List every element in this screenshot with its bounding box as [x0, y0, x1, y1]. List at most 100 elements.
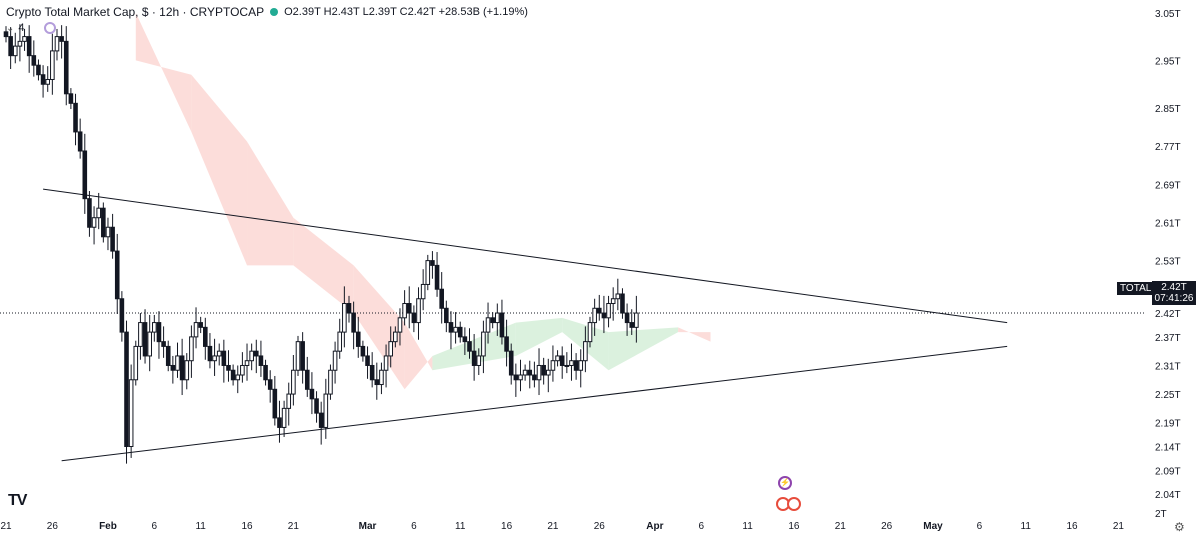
candle-body — [346, 303, 352, 314]
candle-body — [263, 364, 268, 381]
x-tick-label: 21 — [1113, 521, 1125, 532]
x-tick-label: 16 — [1066, 521, 1078, 532]
candle-body — [165, 345, 171, 366]
candle-body — [184, 360, 190, 381]
cloud-segment — [608, 327, 679, 371]
candle-body — [230, 369, 236, 381]
y-tick-label: 2.61T — [1155, 218, 1181, 229]
candle-body — [277, 417, 282, 428]
candle-body — [513, 374, 519, 381]
candle-body — [286, 393, 292, 409]
candle-body — [337, 331, 343, 352]
candle-body — [495, 312, 500, 324]
ohlc-readout: O2.39T H2.43T L2.39T C2.42T +28.53B (+1.… — [284, 6, 528, 18]
candle-body — [68, 93, 74, 104]
candle-body — [379, 369, 384, 386]
candle-body — [573, 360, 579, 371]
candle-body — [416, 298, 421, 324]
candle-body — [318, 412, 324, 428]
x-tick-label: 21 — [288, 521, 300, 532]
candle-body — [249, 350, 254, 362]
candle-body — [3, 31, 9, 38]
ichimoku-cloud — [135, 12, 711, 390]
candle-body — [536, 364, 542, 381]
candle-body — [620, 293, 625, 314]
candle-body — [527, 369, 533, 376]
candle-body — [369, 364, 375, 381]
y-tick-label: 2.04T — [1155, 490, 1181, 501]
x-tick-label: 6 — [698, 521, 704, 532]
candlesticks — [3, 24, 639, 464]
cloud-segment — [353, 265, 405, 390]
candle-body — [179, 355, 185, 381]
y-tick-label: 2.25T — [1155, 390, 1181, 401]
candle-body — [110, 226, 115, 252]
candle-body — [221, 350, 227, 366]
candle-body — [17, 40, 23, 47]
candle-body — [309, 388, 315, 400]
candle-body — [569, 360, 574, 366]
tradingview-logo[interactable]: TV — [8, 492, 27, 509]
y-tick-label: 2.14T — [1155, 443, 1181, 454]
candle-body — [253, 350, 259, 357]
candle-body — [453, 326, 458, 333]
candle-body — [147, 331, 152, 357]
candle-body — [624, 312, 630, 324]
candle-body — [332, 350, 338, 371]
lightning-event-icon[interactable]: ⚡ — [778, 476, 792, 490]
candle-body — [189, 336, 194, 362]
candle-body — [518, 374, 523, 381]
cloud-segment — [247, 141, 294, 266]
x-tick-label: May — [923, 521, 943, 532]
y-tick-label: 2.77T — [1155, 142, 1181, 153]
candle-body — [77, 131, 83, 152]
candle-body — [119, 298, 125, 333]
candle-body — [105, 226, 111, 238]
candle-body — [355, 331, 361, 347]
candle-body — [12, 45, 18, 57]
candle-body — [499, 312, 505, 338]
y-tick-label: 2.53T — [1155, 257, 1181, 268]
candle-body — [258, 355, 264, 366]
candle-body — [63, 40, 69, 95]
candle-body — [40, 74, 46, 85]
candle-body — [578, 360, 584, 371]
candle-body — [101, 207, 106, 238]
chevron-down-icon: ⌄ — [6, 22, 15, 34]
indicator-loading-icon — [44, 22, 56, 34]
gear-icon[interactable]: ⚙ — [1174, 520, 1185, 534]
candle-body — [314, 398, 319, 414]
bar-countdown: 07:41:26 — [1154, 293, 1194, 304]
candle-body — [522, 369, 528, 376]
candle-body — [193, 322, 199, 338]
us-flag-event-icon-2[interactable] — [787, 497, 801, 511]
candle-body — [91, 217, 97, 228]
candle-body — [59, 36, 64, 42]
candle-body — [31, 55, 37, 66]
candle-body — [467, 341, 472, 352]
candle-body — [8, 36, 13, 57]
candle-body — [606, 303, 611, 319]
candle-body — [550, 360, 556, 371]
candle-body — [175, 355, 180, 371]
candle-body — [457, 326, 463, 338]
candle-body — [203, 326, 208, 347]
indicator-count: 4 — [18, 22, 25, 34]
candle-body — [541, 364, 546, 376]
indicator-toggle[interactable]: ⌄ 4 — [6, 22, 25, 34]
candle-body — [300, 341, 305, 371]
y-tick-label: 2.42T — [1155, 309, 1181, 320]
candle-body — [138, 322, 143, 347]
candle-body — [96, 207, 102, 219]
candle-body — [26, 36, 32, 57]
candle-body — [114, 250, 120, 300]
candle-body — [235, 374, 241, 381]
y-tick-label: 2T — [1155, 509, 1167, 520]
candle-body — [490, 317, 495, 324]
candle-body — [444, 307, 449, 324]
candle-body — [564, 364, 570, 367]
candle-body — [291, 369, 296, 395]
x-tick-label: 11 — [195, 521, 206, 532]
x-axis: 21 26 Feb 6 11 16 21 Mar 6 11 16 21 26 Apr 6 11 16 21 26 Ma… — [0, 521, 1124, 532]
